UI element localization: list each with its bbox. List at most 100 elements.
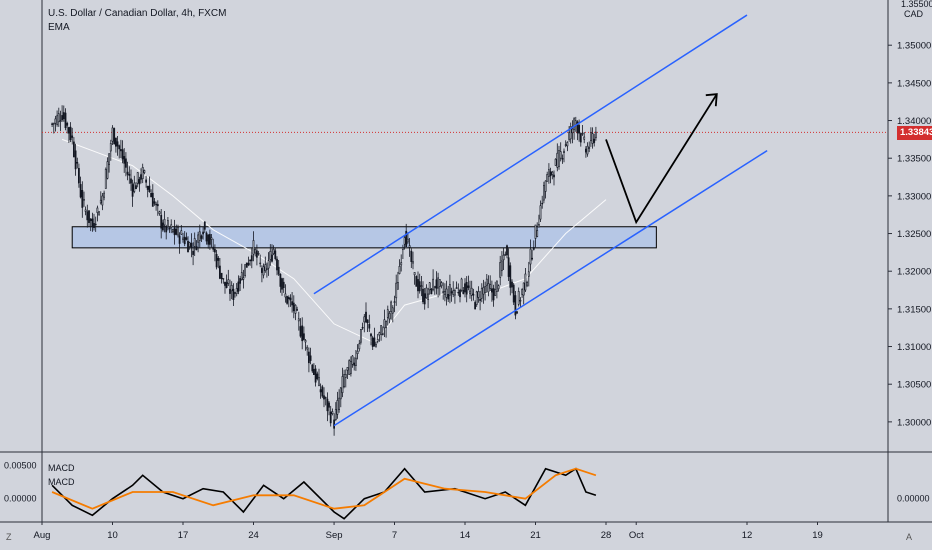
candle-body xyxy=(531,257,534,260)
candle-body xyxy=(165,225,168,233)
candle-body xyxy=(475,291,478,305)
candle-body xyxy=(457,291,460,294)
support-zone[interactable] xyxy=(71,226,657,249)
candle-body xyxy=(524,273,527,291)
candle-body xyxy=(423,293,426,305)
candle-body xyxy=(153,201,156,204)
candle-body xyxy=(130,178,132,184)
candle-body xyxy=(428,282,431,291)
time-axis[interactable]: Aug 10 17 24 Sep 7 14 21 28 Oct 12 19 xyxy=(34,522,823,541)
time-tick-label: 10 xyxy=(107,530,118,541)
candle-body xyxy=(309,355,312,361)
candle-body xyxy=(507,257,510,277)
time-tick-label: 19 xyxy=(812,530,823,541)
candle-body xyxy=(578,125,581,134)
candle-body xyxy=(282,281,285,289)
candle-body xyxy=(338,397,341,411)
candle-body xyxy=(113,128,116,145)
candle-body xyxy=(450,291,453,294)
candle-body xyxy=(452,290,455,295)
candle-body xyxy=(383,319,386,329)
candle-body xyxy=(187,240,189,253)
candle-body xyxy=(302,333,305,340)
candle-body xyxy=(209,234,211,245)
candle-body xyxy=(396,281,399,290)
candle-body xyxy=(249,259,252,262)
candle-body xyxy=(71,135,74,138)
candle-body xyxy=(370,333,372,337)
candle-body xyxy=(534,224,537,239)
candle-body xyxy=(584,148,587,153)
candle-body xyxy=(465,281,468,295)
candle-body xyxy=(398,265,401,274)
candle-body xyxy=(544,180,547,192)
candle-body xyxy=(573,118,576,130)
auto-scale-button[interactable]: A xyxy=(906,532,913,542)
candle-body xyxy=(200,235,203,239)
candle-body xyxy=(219,265,221,279)
candle-body xyxy=(349,360,352,374)
candle-body xyxy=(260,268,263,273)
price-tick-label: 1.31000 xyxy=(897,342,931,353)
candle-body xyxy=(500,260,503,271)
candle-body xyxy=(244,264,247,276)
candle-body xyxy=(462,289,465,295)
candle-body xyxy=(158,211,161,214)
candle-body xyxy=(125,158,127,168)
candle-body xyxy=(445,288,448,298)
candle-body xyxy=(433,285,436,289)
candle-body xyxy=(559,151,562,159)
price-tick-label: 1.31500 xyxy=(897,304,931,315)
candle-body xyxy=(356,350,359,355)
zoom-icon[interactable]: Z xyxy=(6,532,12,542)
candle-body xyxy=(141,167,144,180)
candle-body xyxy=(311,364,314,372)
time-tick-label: 21 xyxy=(530,530,541,541)
candle-body xyxy=(376,339,379,342)
candle-body xyxy=(558,150,560,167)
candle-body xyxy=(489,284,492,289)
candle-body xyxy=(516,311,518,314)
candle-body xyxy=(279,273,282,287)
candle-body xyxy=(395,282,398,299)
candle-body xyxy=(576,121,579,134)
chart-title: U.S. Dollar / Canadian Dollar, 4h, FXCM xyxy=(48,8,227,19)
projection-path[interactable] xyxy=(605,93,718,225)
candle-body xyxy=(73,141,75,157)
channel-upper-line[interactable] xyxy=(313,14,748,295)
candle-body xyxy=(391,307,394,314)
candle-body xyxy=(96,207,99,213)
candle-body xyxy=(289,297,292,301)
candle-body xyxy=(536,230,539,237)
candle-body xyxy=(180,230,183,235)
candle-body xyxy=(326,398,329,412)
candle-body xyxy=(522,282,525,296)
candle-body xyxy=(447,293,450,300)
current-price-label: 1.33843 xyxy=(897,126,932,140)
candle-body xyxy=(62,112,65,120)
price-tick-label-partial: 1.35500 xyxy=(901,0,932,9)
time-tick-label: 17 xyxy=(178,530,189,541)
candle-body xyxy=(556,152,559,168)
candle-body xyxy=(554,158,557,166)
macd-pane: 0.00500 0.00000 0.00000 xyxy=(4,460,930,520)
candle-body xyxy=(103,192,106,198)
channel-lower-line[interactable] xyxy=(333,150,768,427)
candle-body xyxy=(178,235,181,244)
time-tick-label: 7 xyxy=(392,530,397,541)
candle-body xyxy=(185,237,188,240)
price-axis[interactable]: 1.30000 1.30500 1.31000 1.31500 1.32000 1.325… xyxy=(888,0,932,428)
price-tick-label: 1.30000 xyxy=(897,417,931,428)
candle-body xyxy=(485,278,488,286)
candle-body xyxy=(116,141,119,147)
candle-body xyxy=(527,271,530,277)
candle-body xyxy=(136,172,139,184)
candle-body xyxy=(272,248,275,254)
candle-body xyxy=(390,301,393,312)
candle-body xyxy=(331,411,334,415)
candle-body xyxy=(519,299,522,302)
candle-body xyxy=(146,186,149,190)
candle-body xyxy=(190,243,193,249)
